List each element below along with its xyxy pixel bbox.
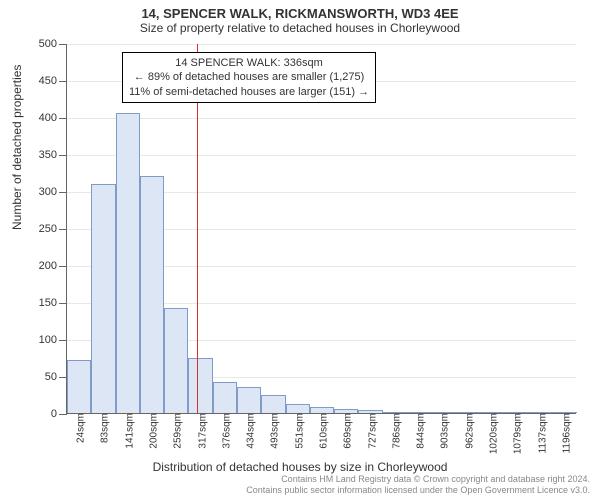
chart-plot-area: 05010015020025030035040045050024sqm83sqm… [66,44,576,414]
histogram-bar [188,358,212,414]
y-tick-label: 0 [51,408,67,420]
x-tick-label: 141sqm [120,413,135,449]
y-tick-label: 100 [39,334,67,346]
x-tick-label: 727sqm [363,413,378,449]
x-tick-label: 200sqm [145,413,160,449]
x-tick-label: 434sqm [242,413,257,449]
annotation-line2: ← 89% of detached houses are smaller (1,… [129,70,369,84]
x-axis-label: Distribution of detached houses by size … [0,460,600,474]
x-tick-label: 317sqm [193,413,208,449]
attribution-line1: Contains HM Land Registry data © Crown c… [0,474,590,485]
x-tick-label: 844sqm [412,413,427,449]
x-tick-label: 1196sqm [557,413,572,453]
x-tick-label: 376sqm [217,413,232,449]
y-tick-label: 500 [39,38,67,50]
annotation-box: 14 SPENCER WALK: 336sqm← 89% of detached… [122,52,376,103]
chart-title-sub: Size of property relative to detached ho… [0,21,600,39]
gridline [67,155,576,156]
y-tick-label: 50 [45,371,67,383]
y-tick-label: 350 [39,149,67,161]
x-tick-label: 786sqm [387,413,402,449]
y-tick-label: 200 [39,260,67,272]
attribution-text: Contains HM Land Registry data © Crown c… [0,474,590,496]
x-tick-label: 610sqm [315,413,330,449]
x-tick-label: 962sqm [460,413,475,449]
histogram-bar [286,404,310,413]
x-tick-label: 1137sqm [533,413,548,453]
y-tick-label: 400 [39,112,67,124]
y-tick-label: 300 [39,186,67,198]
y-tick-label: 250 [39,223,67,235]
y-axis-label: Number of detached properties [10,65,24,230]
x-tick-label: 493sqm [266,413,281,449]
x-tick-label: 24sqm [72,413,87,443]
histogram-bar [261,395,285,414]
x-tick-label: 259sqm [169,413,184,449]
x-tick-label: 1020sqm [485,413,500,454]
histogram-bar [237,387,261,413]
histogram-bar [91,184,115,413]
x-tick-label: 669sqm [339,413,354,449]
chart-title-main: 14, SPENCER WALK, RICKMANSWORTH, WD3 4EE [0,0,600,21]
histogram-bar [140,176,164,413]
histogram-bar [213,382,237,413]
x-tick-label: 551sqm [290,413,305,449]
annotation-line1: 14 SPENCER WALK: 336sqm [129,56,369,70]
annotation-line3: 11% of semi-detached houses are larger (… [129,85,369,99]
histogram-bar [116,113,140,413]
x-tick-label: 83sqm [96,413,111,443]
x-tick-label: 903sqm [436,413,451,449]
histogram-bar [164,308,188,413]
x-tick-label: 1079sqm [509,413,524,454]
gridline [67,118,576,119]
histogram-bar [67,360,91,413]
y-tick-label: 150 [39,297,67,309]
attribution-line2: Contains public sector information licen… [0,485,590,496]
y-tick-label: 450 [39,75,67,87]
gridline [67,44,576,45]
